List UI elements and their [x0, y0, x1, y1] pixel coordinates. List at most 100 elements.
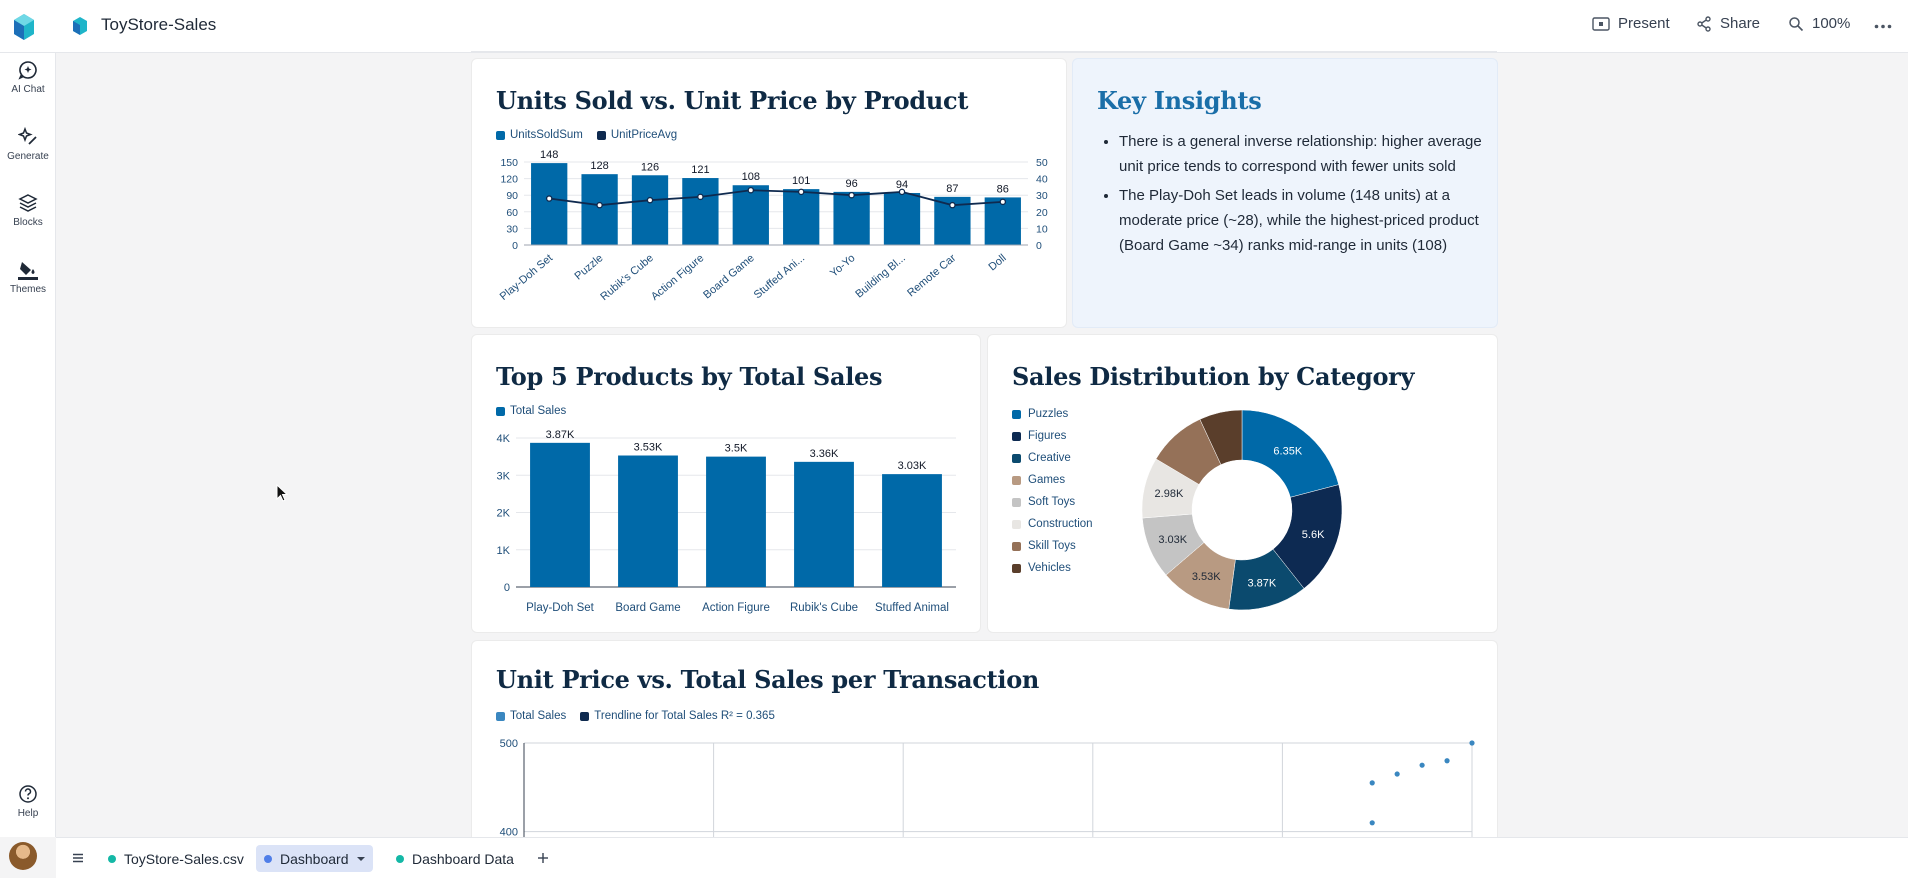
share-button[interactable]: Share — [1696, 15, 1760, 32]
scatter-point — [1444, 758, 1450, 764]
bar — [531, 163, 568, 245]
bar — [883, 192, 921, 245]
data-label: 148 — [540, 149, 558, 161]
present-label: Present — [1618, 15, 1670, 32]
data-label: 86 — [997, 183, 1009, 195]
legend-item[interactable]: UnitPriceAvg — [596, 129, 677, 141]
x-tick-label: Stuffed Ani... — [752, 252, 807, 301]
bar — [581, 174, 618, 245]
legend-item[interactable]: Creative — [1012, 447, 1093, 469]
y2-tick-label: 10 — [1036, 223, 1048, 235]
legend-swatch — [1012, 475, 1021, 485]
line-point — [747, 186, 755, 194]
y-tick-label: 1K — [497, 545, 511, 557]
legend-label: UnitsSoldSum — [510, 129, 583, 141]
bar — [882, 474, 942, 587]
legend-item[interactable]: Skill Toys — [1012, 535, 1093, 557]
scatter-point — [1394, 771, 1400, 777]
bar — [984, 197, 1021, 245]
legend-item[interactable]: Construction — [1012, 513, 1093, 535]
tab-toystore-sales-csv[interactable]: ToyStore-Sales.csv — [100, 845, 252, 872]
add-sheet-icon[interactable] — [537, 852, 549, 864]
legend-item[interactable]: Puzzles — [1012, 403, 1093, 425]
sidebar-item-generate[interactable]: Generate — [0, 127, 56, 162]
more-options-icon[interactable] — [1874, 24, 1892, 29]
units-vs-price-chart: 0 30 60 90 120 150 0 10 20 30 40 50 148 Play-Doh Set 1… — [498, 149, 1048, 303]
help-icon — [19, 785, 37, 803]
slice-label: 3.03K — [1158, 534, 1187, 546]
sidebar-label: Themes — [9, 284, 47, 295]
chevron-down-icon[interactable] — [356, 856, 365, 862]
price-vs-sales-card[interactable]: Unit Price vs. Total Sales per Transacti… — [471, 640, 1498, 841]
legend-swatch — [1012, 541, 1021, 551]
line-point — [848, 191, 855, 199]
line-point — [545, 195, 553, 202]
legend-swatch — [1012, 519, 1021, 529]
legend-item[interactable]: Games — [1012, 469, 1093, 491]
y2-tick-label: 40 — [1036, 174, 1048, 186]
legend-label: Vehicles — [1028, 562, 1071, 574]
x-tick-label: Puzzle — [573, 252, 606, 282]
help-button[interactable]: Help — [0, 784, 56, 819]
file-title[interactable]: ToyStore-Sales — [101, 15, 217, 34]
blocks-icon — [18, 194, 38, 212]
insights-list: There is a general inverse relationship:… — [1097, 129, 1483, 262]
pie-slice — [1199, 409, 1243, 465]
top-bar: ToyStore-Sales Present Share 100% — [0, 0, 1908, 53]
tab-dashboard-data[interactable]: Dashboard Data — [388, 845, 522, 872]
app-logo-icon[interactable] — [13, 13, 35, 41]
scatter-point — [1469, 740, 1475, 746]
legend-item[interactable]: Soft Toys — [1012, 491, 1093, 513]
legend-item[interactable]: Trendline for Total Sales R² = 0.365 — [580, 710, 775, 722]
sidebar-item-blocks[interactable]: Blocks — [0, 193, 56, 228]
legend-label: Skill Toys — [1028, 540, 1076, 552]
data-label: 3.36K — [810, 448, 839, 460]
bar — [530, 442, 590, 587]
sidebar-item-ai-chat[interactable]: AI Chat — [0, 60, 56, 95]
legend-swatch — [580, 711, 590, 721]
card-title: Units Sold vs. Unit Price by Product — [496, 86, 969, 115]
tab-dashboard[interactable]: Dashboard — [256, 845, 373, 872]
sales-distribution-card[interactable]: Sales Distribution by Category Puzzles Fi… — [987, 334, 1498, 633]
bar — [618, 455, 678, 587]
line-point — [596, 201, 603, 209]
line-point — [949, 201, 956, 209]
present-button[interactable]: Present — [1592, 15, 1670, 32]
x-tick-label: Yo-Yo — [828, 252, 858, 280]
data-label: 87 — [946, 183, 958, 195]
legend-label: Construction — [1028, 518, 1093, 530]
line-point — [999, 198, 1007, 206]
legend-item[interactable]: Vehicles — [1012, 557, 1093, 579]
legend-swatch — [496, 130, 505, 140]
y-tick-label: 500 — [500, 738, 518, 750]
legend-item[interactable]: Figures — [1012, 425, 1093, 447]
top5-products-card[interactable]: Top 5 Products by Total Sales Total Sale… — [471, 334, 981, 633]
zoom-icon — [1789, 16, 1804, 31]
legend-swatch — [496, 711, 505, 721]
legend-item[interactable]: UnitsSoldSum — [496, 129, 583, 141]
line-point — [797, 188, 805, 196]
units-vs-price-card[interactable]: Units Sold vs. Unit Price by Product Uni… — [471, 58, 1067, 328]
scatter-point — [1369, 780, 1375, 786]
y-tick-label: 4K — [497, 433, 511, 445]
card-title: Sales Distribution by Category — [1012, 362, 1415, 391]
sidebar-item-themes[interactable]: Themes — [0, 260, 56, 295]
line-point — [898, 188, 906, 196]
legend-label: Trendline for Total Sales R² = 0.365 — [594, 710, 775, 722]
data-label: 3.5K — [725, 443, 748, 455]
insights-title: Key Insights — [1097, 86, 1262, 115]
legend-item[interactable]: Total Sales — [496, 405, 566, 417]
zoom-control[interactable]: 100% — [1788, 15, 1850, 32]
all-sheets-menu-icon[interactable] — [72, 852, 84, 864]
legend-item[interactable]: Total Sales — [496, 710, 566, 722]
user-avatar[interactable] — [9, 842, 37, 870]
legend-swatch — [1012, 563, 1021, 573]
help-label: Help — [17, 808, 39, 819]
y-tick-label: 0 — [504, 582, 510, 594]
data-label: 121 — [691, 164, 709, 176]
line-point — [697, 193, 704, 201]
y-tick-label: 90 — [506, 190, 518, 202]
slice-label: 5.6K — [1302, 529, 1325, 541]
tab-label: Dashboard Data — [412, 850, 514, 867]
tab-label: ToyStore-Sales.csv — [124, 850, 244, 867]
